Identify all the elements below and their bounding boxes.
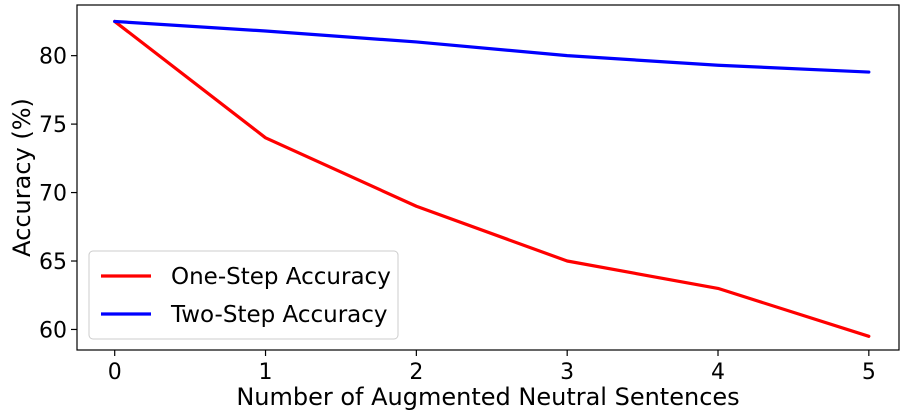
series-line-one-step-accuracy [113, 19, 871, 338]
plot-area [76, 4, 900, 351]
x-tick-label: 5 [862, 360, 876, 385]
y-tick-label: 65 [39, 250, 67, 275]
legend-label-two-step-accuracy: Two-Step Accuracy [170, 302, 388, 328]
x-tick-label: 1 [259, 360, 273, 385]
legend: One-Step Accuracy Two-Step Accuracy [88, 250, 399, 340]
y-tick-label: 75 [39, 113, 67, 138]
y-tick-label: 80 [39, 45, 67, 70]
x-tick-label: 4 [711, 360, 725, 385]
x-axis-title: Number of Augmented Neutral Sentences [236, 383, 739, 411]
series-layer [113, 19, 871, 338]
y-tick-label: 60 [39, 318, 67, 343]
y-tick-label: 70 [39, 182, 67, 207]
legend-label-one-step-accuracy: One-Step Accuracy [171, 264, 391, 290]
x-tick-label: 3 [560, 360, 574, 385]
x-tick-label: 2 [409, 360, 423, 385]
series-line-two-step-accuracy [113, 19, 871, 74]
plot-frame [76, 4, 900, 351]
y-axis: 60 65 70 75 80 [39, 45, 77, 343]
y-axis-title: Accuracy (%) [8, 98, 36, 257]
legend-box [88, 250, 399, 340]
x-tick-label: 0 [108, 360, 122, 385]
x-axis: 0 1 2 3 4 5 [108, 350, 876, 385]
